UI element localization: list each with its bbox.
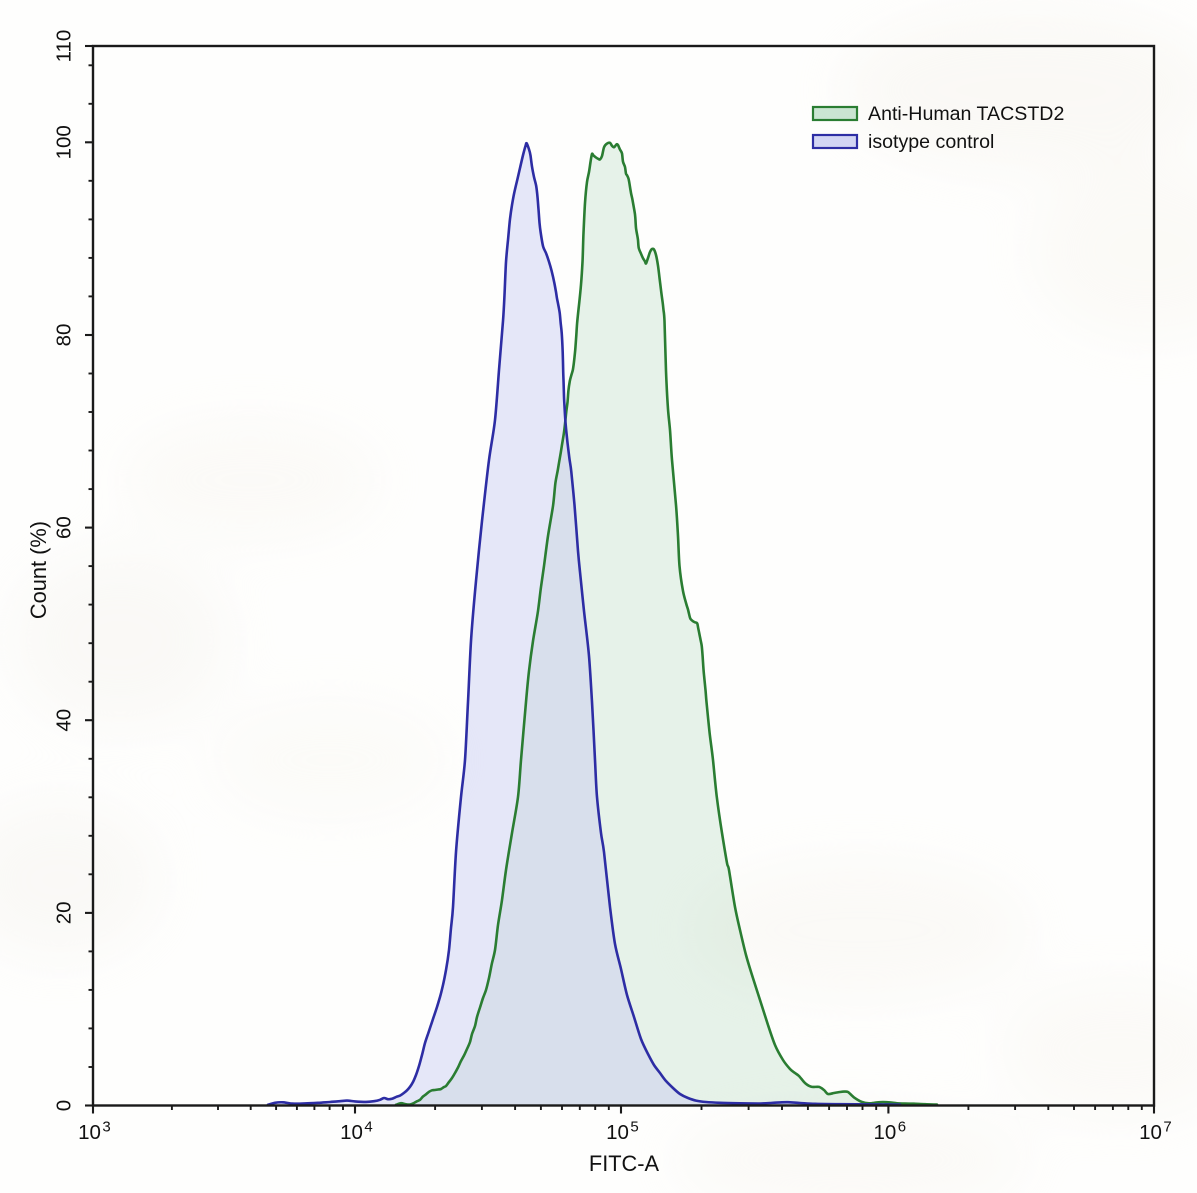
svg-text:4: 4 [364,1119,372,1136]
svg-text:10: 10 [606,1121,629,1144]
svg-text:6: 6 [898,1119,906,1136]
svg-text:40: 40 [53,709,76,732]
svg-text:3: 3 [102,1119,110,1136]
svg-text:5: 5 [630,1119,638,1136]
svg-text:60: 60 [53,516,76,539]
svg-text:Count (%): Count (%) [26,521,51,619]
svg-text:20: 20 [53,901,76,924]
svg-text:10: 10 [1139,1121,1162,1144]
svg-text:isotype control: isotype control [868,131,994,153]
svg-text:110: 110 [53,30,76,63]
svg-text:100: 100 [53,125,76,159]
svg-text:10: 10 [340,1121,363,1144]
svg-text:0: 0 [53,1100,76,1111]
svg-text:10: 10 [78,1121,101,1144]
svg-text:80: 80 [53,324,76,347]
svg-text:7: 7 [1163,1119,1171,1136]
svg-text:Anti-Human TACSTD2: Anti-Human TACSTD2 [868,103,1064,125]
svg-text:FITC-A: FITC-A [589,1151,660,1176]
svg-text:10: 10 [873,1121,896,1144]
